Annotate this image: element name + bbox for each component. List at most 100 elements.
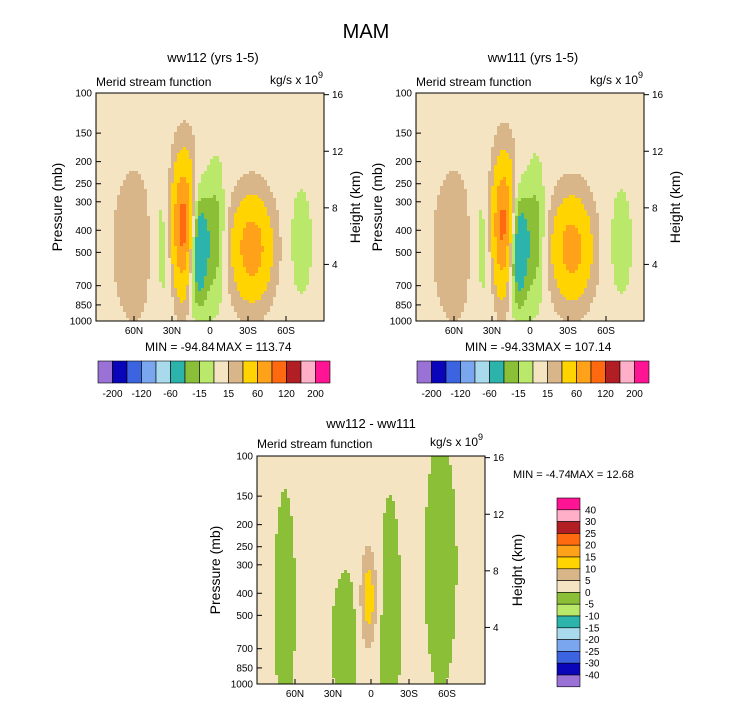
contour-cell [180, 195, 184, 199]
contour-cell [249, 135, 253, 139]
contour-cell [231, 282, 235, 286]
contour-cell [249, 165, 253, 169]
contour-cell [141, 132, 145, 136]
contour-cell [120, 129, 124, 133]
contour-cell [126, 240, 130, 244]
contour-cell [102, 276, 106, 280]
contour-cell [144, 132, 148, 136]
contour-cell [216, 138, 220, 142]
contour-cell [270, 99, 274, 103]
contour-cell [198, 309, 202, 313]
contour-cell [111, 195, 115, 199]
contour-cell [159, 276, 163, 280]
contour-cell [249, 237, 253, 241]
contour-cell [210, 249, 214, 253]
contour-cell [189, 138, 193, 142]
contour-cell [261, 180, 265, 184]
contour-cell [270, 318, 274, 322]
contour-cell [153, 189, 157, 193]
contour-cell [138, 117, 142, 121]
contour-cell [99, 291, 103, 295]
contour-cell [237, 294, 241, 298]
contour-cell [207, 180, 211, 184]
contour-cell [135, 123, 139, 127]
contour-cell [189, 210, 193, 214]
contour-cell [195, 123, 199, 127]
contour-cell [240, 267, 244, 271]
contour-cell [267, 282, 271, 286]
contour-cell [264, 201, 268, 205]
contour-cell [102, 240, 106, 244]
contour-cell [165, 111, 169, 115]
contour-cell [255, 183, 259, 187]
contour-cell [108, 144, 112, 148]
contour-cell [180, 249, 184, 253]
contour-cell [234, 195, 238, 199]
contour-cell [201, 99, 205, 103]
contour-cell [222, 273, 226, 277]
contour-cell [111, 234, 115, 238]
contour-cell [138, 237, 142, 241]
contour-cell [183, 312, 187, 316]
contour-cell [105, 180, 109, 184]
contour-cell [243, 309, 247, 313]
contour-cell [255, 168, 259, 172]
contour-cell [213, 282, 217, 286]
contour-cell [189, 288, 193, 292]
contour-cell [225, 189, 229, 193]
contour-cell [282, 183, 286, 187]
contour-cell [117, 123, 121, 127]
contour-cell [228, 186, 232, 190]
contour-cell [123, 174, 127, 178]
contour-cell [96, 291, 100, 295]
contour-cell [135, 303, 139, 307]
contour-cell [177, 291, 181, 295]
contour-cell [108, 228, 112, 232]
contour-cell [228, 255, 232, 259]
contour-cell [258, 111, 262, 115]
contour-cell [282, 225, 286, 229]
contour-cell [120, 135, 124, 139]
contour-cell [102, 168, 106, 172]
contour-cell [108, 234, 112, 238]
contour-cell [186, 189, 190, 193]
contour-cell [141, 108, 145, 112]
panel-title: ww112 (yrs 1-5) [166, 50, 259, 65]
contour-cell [111, 309, 115, 313]
contour-cell [261, 318, 265, 322]
contour-cell [171, 213, 175, 217]
contour-cell [186, 306, 190, 310]
contour-cell [270, 153, 274, 157]
contour-cell [255, 159, 259, 163]
contour-cell [264, 264, 268, 268]
contour-cell [213, 186, 217, 190]
contour-cell [135, 207, 139, 211]
contour-cell [228, 123, 232, 127]
contour-cell [135, 243, 139, 247]
contour-cell [279, 222, 283, 226]
contour-cell [270, 273, 274, 277]
contour-cell [195, 315, 199, 319]
contour-cell [132, 159, 136, 163]
contour-cell [147, 93, 151, 97]
contour-cell [180, 150, 184, 154]
contour-cell [153, 183, 157, 187]
contour-cell [129, 285, 133, 289]
contour-cell [261, 315, 265, 319]
contour-cell [168, 177, 172, 181]
contour-cell [180, 147, 184, 151]
contour-cell [249, 288, 253, 292]
contour-cell [270, 177, 274, 181]
contour-cell [201, 213, 205, 217]
contour-cell [234, 123, 238, 127]
contour-cell [264, 105, 268, 109]
contour-cell [156, 255, 160, 259]
contour-cell [102, 135, 106, 139]
contour-cell [117, 213, 121, 217]
contour-cell [204, 144, 208, 148]
contour-cell [246, 192, 250, 196]
contour-cell [216, 183, 220, 187]
contour-cell [129, 225, 133, 229]
contour-cell [195, 252, 199, 256]
contour-cell [267, 174, 271, 178]
